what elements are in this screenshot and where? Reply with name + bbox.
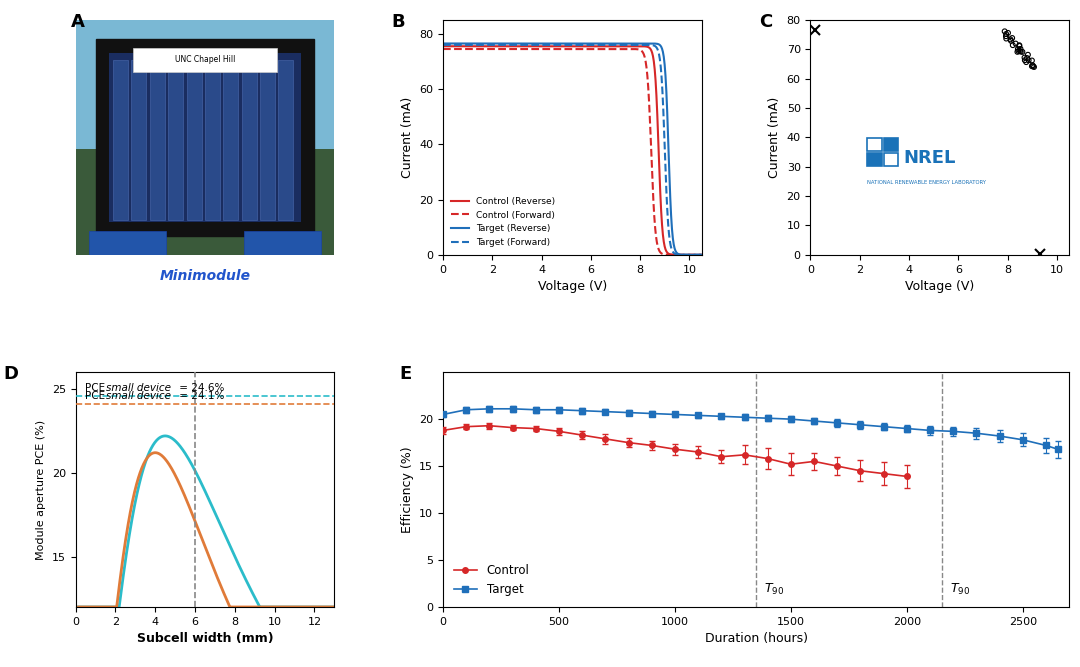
FancyBboxPatch shape bbox=[96, 39, 313, 236]
Point bbox=[1009, 47, 1026, 57]
Bar bbox=[168, 60, 184, 219]
Text: C: C bbox=[759, 13, 772, 31]
Point bbox=[1018, 53, 1036, 63]
Text: D: D bbox=[3, 365, 18, 383]
Point bbox=[1016, 52, 1034, 63]
Point bbox=[1002, 35, 1020, 46]
X-axis label: Voltage (V): Voltage (V) bbox=[538, 280, 607, 293]
Point bbox=[1004, 40, 1022, 51]
Bar bbox=[187, 60, 202, 219]
Point bbox=[1010, 45, 1027, 56]
Bar bbox=[113, 60, 129, 219]
Point bbox=[1023, 55, 1040, 66]
Point bbox=[1014, 47, 1031, 57]
Point bbox=[1011, 45, 1028, 56]
Point bbox=[1011, 40, 1028, 51]
Legend: Control, Target: Control, Target bbox=[449, 560, 535, 601]
X-axis label: Voltage (V): Voltage (V) bbox=[905, 280, 974, 293]
Bar bbox=[132, 60, 147, 219]
Text: small device: small device bbox=[107, 383, 172, 393]
Point bbox=[1025, 61, 1042, 72]
X-axis label: Subcell width (mm): Subcell width (mm) bbox=[137, 632, 273, 645]
Text: NATIONAL RENEWABLE ENERGY LABORATORY: NATIONAL RENEWABLE ENERGY LABORATORY bbox=[867, 179, 986, 185]
Text: small device: small device bbox=[107, 391, 172, 401]
Text: $T_{90}$: $T_{90}$ bbox=[949, 582, 970, 597]
Point bbox=[1024, 60, 1041, 71]
Point bbox=[1017, 57, 1035, 67]
Bar bbox=[279, 60, 294, 219]
Point bbox=[1020, 55, 1037, 65]
Polygon shape bbox=[76, 149, 335, 255]
Polygon shape bbox=[76, 20, 335, 149]
Point bbox=[1012, 43, 1029, 54]
Y-axis label: Current (mA): Current (mA) bbox=[401, 97, 414, 178]
Text: = 24.6%: = 24.6% bbox=[176, 383, 225, 393]
Point bbox=[1023, 61, 1040, 71]
Point bbox=[1007, 38, 1024, 49]
Point bbox=[1003, 33, 1021, 43]
Text: = 24.1%: = 24.1% bbox=[176, 391, 225, 401]
Point bbox=[996, 26, 1013, 37]
Text: B: B bbox=[391, 13, 405, 31]
Point bbox=[1025, 61, 1042, 71]
Point bbox=[1011, 41, 1028, 51]
Bar bbox=[260, 60, 275, 219]
Legend: Control (Reverse), Control (Forward), Target (Reverse), Target (Forward): Control (Reverse), Control (Forward), Ta… bbox=[447, 193, 559, 250]
Bar bbox=[89, 231, 166, 255]
Y-axis label: Efficiency (%): Efficiency (%) bbox=[401, 446, 414, 533]
Text: A: A bbox=[70, 13, 84, 31]
FancyBboxPatch shape bbox=[883, 153, 897, 165]
Text: NREL: NREL bbox=[904, 149, 956, 167]
Point bbox=[998, 33, 1015, 44]
Point bbox=[998, 29, 1015, 39]
Text: E: E bbox=[400, 365, 411, 383]
FancyBboxPatch shape bbox=[883, 138, 897, 151]
Text: PCE: PCE bbox=[84, 383, 108, 393]
Text: UNC Chapel Hill: UNC Chapel Hill bbox=[175, 55, 235, 65]
Text: PCE: PCE bbox=[84, 391, 108, 401]
Point bbox=[1012, 46, 1029, 57]
Text: $T_{90}$: $T_{90}$ bbox=[765, 582, 784, 597]
Y-axis label: Module aperture PCE (%): Module aperture PCE (%) bbox=[37, 420, 46, 560]
Bar bbox=[244, 231, 322, 255]
FancyBboxPatch shape bbox=[867, 153, 881, 165]
Point bbox=[1002, 34, 1020, 45]
Bar bbox=[133, 48, 278, 71]
Point bbox=[997, 31, 1014, 41]
Bar bbox=[205, 60, 220, 219]
X-axis label: Duration (hours): Duration (hours) bbox=[704, 632, 808, 645]
Point bbox=[1009, 44, 1026, 55]
Y-axis label: Current (mA): Current (mA) bbox=[768, 97, 781, 178]
Point bbox=[1020, 49, 1037, 60]
Bar bbox=[109, 53, 300, 222]
Bar bbox=[150, 60, 165, 219]
Bar bbox=[242, 60, 257, 219]
Point bbox=[1016, 55, 1034, 65]
Point bbox=[999, 27, 1016, 38]
FancyBboxPatch shape bbox=[867, 138, 881, 151]
Bar bbox=[224, 60, 239, 219]
Text: Minimodule: Minimodule bbox=[160, 269, 251, 283]
